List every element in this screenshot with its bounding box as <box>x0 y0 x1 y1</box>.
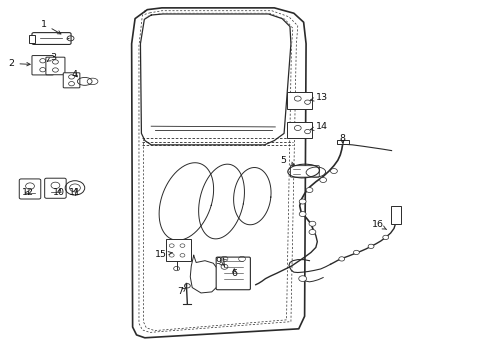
Text: 11: 11 <box>69 188 81 197</box>
FancyBboxPatch shape <box>216 257 250 290</box>
FancyBboxPatch shape <box>166 239 191 261</box>
FancyBboxPatch shape <box>45 178 66 198</box>
Circle shape <box>309 229 316 234</box>
Text: 2: 2 <box>8 59 30 68</box>
Circle shape <box>299 276 307 282</box>
FancyBboxPatch shape <box>32 33 71 44</box>
FancyBboxPatch shape <box>32 55 53 75</box>
Text: 10: 10 <box>53 188 65 197</box>
Circle shape <box>339 257 344 261</box>
FancyBboxPatch shape <box>287 93 313 109</box>
FancyBboxPatch shape <box>19 179 41 199</box>
Text: 8: 8 <box>340 134 346 143</box>
Text: 4: 4 <box>72 70 78 79</box>
Polygon shape <box>141 14 291 145</box>
Text: 12: 12 <box>22 188 34 197</box>
Circle shape <box>306 188 313 193</box>
FancyBboxPatch shape <box>337 140 349 144</box>
Text: 15: 15 <box>155 250 172 259</box>
Text: 14: 14 <box>310 122 328 131</box>
Circle shape <box>299 212 306 217</box>
Circle shape <box>309 221 316 226</box>
Text: 5: 5 <box>280 156 294 165</box>
Circle shape <box>368 244 374 248</box>
Text: 13: 13 <box>310 93 328 102</box>
FancyBboxPatch shape <box>46 57 65 75</box>
FancyBboxPatch shape <box>63 73 80 88</box>
Circle shape <box>383 235 389 239</box>
FancyBboxPatch shape <box>287 122 313 138</box>
FancyBboxPatch shape <box>391 206 401 225</box>
Text: 1: 1 <box>41 19 61 34</box>
Text: 6: 6 <box>231 269 237 278</box>
Polygon shape <box>132 8 306 338</box>
Circle shape <box>331 168 337 174</box>
Text: 9: 9 <box>215 257 224 266</box>
Circle shape <box>320 177 327 183</box>
Text: 7: 7 <box>177 287 186 296</box>
Circle shape <box>299 199 306 204</box>
Text: 3: 3 <box>48 53 56 62</box>
Circle shape <box>353 250 359 255</box>
Text: 16: 16 <box>372 220 387 229</box>
FancyBboxPatch shape <box>291 166 319 177</box>
FancyBboxPatch shape <box>28 35 35 42</box>
